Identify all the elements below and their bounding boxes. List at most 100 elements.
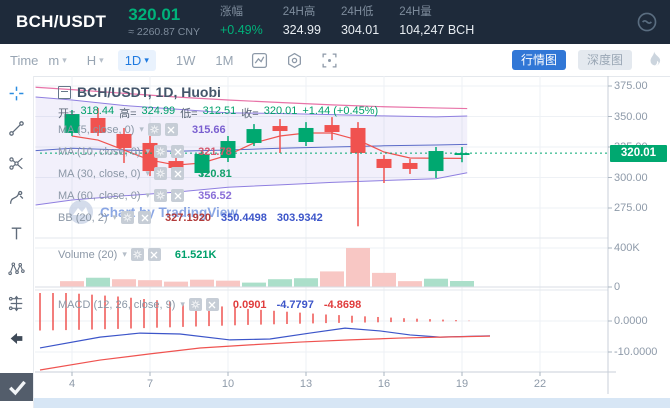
- interval-1d-button[interactable]: 1D ▾: [117, 49, 156, 71]
- stat-24h-volume: 24H量 104,247 BCH: [399, 6, 474, 38]
- market-chart-button[interactable]: 行情图: [511, 50, 566, 70]
- remove-indicator-button[interactable]: [147, 248, 161, 261]
- confirm-check-tile[interactable]: [0, 373, 33, 401]
- chevron-down-icon[interactable]: ▾: [145, 190, 151, 200]
- chevron-down-icon[interactable]: ▾: [122, 249, 127, 259]
- pitchfork-icon[interactable]: [0, 146, 33, 181]
- chevron-down-icon[interactable]: ▾: [145, 168, 151, 178]
- volume-bar: [242, 282, 266, 287]
- indicator-settings-button[interactable]: [121, 211, 135, 224]
- remove-indicator-button[interactable]: [205, 298, 219, 311]
- time-tick-label: 22: [533, 378, 547, 390]
- indicator-settings-button[interactable]: [130, 248, 144, 261]
- indicator-row-value: 303.9342: [276, 211, 323, 224]
- indicator-settings-button[interactable]: [154, 167, 168, 180]
- crosshair-icon[interactable]: [0, 76, 33, 111]
- measure-check-icon: [8, 380, 26, 396]
- chart-legend-title[interactable]: BCH/USDT, 1D, Huobi: [58, 84, 221, 100]
- candle-body: [194, 153, 210, 173]
- interval-h-button[interactable]: H ▾: [86, 52, 104, 68]
- depth-chart-button[interactable]: 深度图: [577, 50, 632, 70]
- fiat-equivalent: ≈ 2260.87 CNY: [128, 25, 200, 38]
- remove-indicator-button[interactable]: [171, 167, 185, 180]
- remove-indicator-button[interactable]: [138, 211, 152, 224]
- remove-indicator-button[interactable]: [171, 189, 185, 202]
- interval-time-button[interactable]: Time: [10, 52, 39, 68]
- huobi-logo-icon: [646, 51, 662, 69]
- xabcd-pattern-icon[interactable]: [0, 251, 33, 286]
- volume-bar: [450, 281, 474, 287]
- volume-bar: [294, 278, 318, 287]
- drawing-toolbar: [0, 76, 34, 408]
- indicator-row-value: 356.52: [198, 189, 232, 202]
- chevron-down-icon[interactable]: ▾: [180, 299, 185, 309]
- indicator-row: MA (30, close, 0) ▾ 320.81: [58, 166, 232, 181]
- bollinger-lower-line: [35, 172, 468, 206]
- stat-volume-label: 24H量: [399, 6, 432, 19]
- measure-range-icon[interactable]: [0, 286, 33, 321]
- bollinger-middle-line: [35, 143, 468, 152]
- interval-1w-button[interactable]: 1W: [175, 52, 196, 68]
- brush-icon[interactable]: [0, 181, 33, 216]
- volume-tick-label: 400K: [614, 242, 640, 254]
- stat-24h-high: 24H高 324.99: [283, 6, 321, 38]
- volume-bar: [190, 279, 214, 287]
- indicator-row: MA (60, close, 0) ▾ 356.52: [58, 188, 232, 203]
- candle-body: [298, 127, 314, 142]
- interval-m-button[interactable]: m ▾: [48, 52, 67, 68]
- chevron-down-icon[interactable]: ▾: [145, 146, 151, 156]
- toolbar-right: 行情图 深度图: [511, 44, 662, 76]
- price-chart-canvas[interactable]: [0, 76, 670, 408]
- stat-high-label: 24H高: [282, 6, 316, 19]
- macd-row-label: MACD (12, 26, close, 9): [58, 298, 176, 311]
- chevron-down-icon[interactable]: ▾: [112, 212, 118, 222]
- interval-1m-button[interactable]: 1M: [215, 52, 234, 68]
- high-value: 324.99: [141, 105, 176, 117]
- chevron-down-icon: ▾: [144, 54, 149, 65]
- collapse-legend-icon[interactable]: [58, 85, 71, 99]
- indicator-row-label: MA (60, close, 0): [58, 189, 141, 202]
- indicator-settings-icon[interactable]: [286, 52, 303, 69]
- time-tick-label: 13: [299, 378, 313, 390]
- indicator-settings-button[interactable]: [188, 298, 202, 311]
- volume-bar: [268, 279, 292, 287]
- price-block: 320.01 ≈ 2260.87 CNY: [128, 5, 200, 38]
- chart-style-icon[interactable]: [251, 52, 268, 69]
- stat-volume-value: 104,247 BCH: [399, 22, 475, 37]
- remove-indicator-button[interactable]: [171, 145, 185, 158]
- fullscreen-icon[interactable]: [321, 52, 338, 69]
- legend-title-text: BCH/USDT, 1D, Huobi: [77, 84, 221, 100]
- volume-bar: [138, 280, 162, 287]
- tradingview-watermark: Chart by TradingView: [68, 199, 238, 225]
- candle-body: [454, 153, 470, 156]
- price-tick-label: 300.00: [614, 171, 648, 184]
- remove-indicator-button[interactable]: [164, 123, 178, 136]
- trendline-icon[interactable]: [0, 111, 33, 146]
- indicator-row: MA (5, close, 0) ▾ 315.66: [58, 122, 226, 137]
- interval-group: m ▾ H ▾ 1D ▾ 1W 1M: [38, 49, 234, 71]
- indicator-settings-button[interactable]: [154, 189, 168, 202]
- volume-bar: [320, 271, 344, 287]
- text-tool-icon[interactable]: [0, 216, 33, 251]
- macd-line: [39, 327, 491, 349]
- close-value: 320.01: [263, 105, 298, 117]
- eye-icon[interactable]: [636, 11, 658, 33]
- indicator-row-value: 321.78: [198, 145, 232, 158]
- bottom-scroll-strip[interactable]: [0, 398, 670, 408]
- volume-tick-label: 0: [614, 281, 621, 293]
- change-value: +1.44 (+0.45%): [302, 105, 379, 117]
- high-label: 高=: [119, 108, 137, 120]
- volume-bar: [346, 248, 370, 287]
- time-tick-label: 19: [455, 378, 469, 390]
- open-label: 开=: [58, 108, 76, 120]
- undo-arrow-icon[interactable]: [0, 321, 33, 356]
- chevron-down-icon[interactable]: ▾: [139, 124, 144, 134]
- indicator-row-label: MA (5, close, 0): [58, 123, 135, 136]
- candle-body: [402, 162, 418, 169]
- indicator-settings-button[interactable]: [154, 145, 168, 158]
- ma-fast-line: [71, 132, 463, 166]
- volume-bar: [216, 280, 240, 287]
- macd-row: MACD (12, 26, close, 9) ▾ 0.0901 -4.7797 -4.…: [58, 297, 361, 312]
- price-tick-label: 350.00: [614, 110, 648, 123]
- indicator-settings-button[interactable]: [147, 123, 161, 136]
